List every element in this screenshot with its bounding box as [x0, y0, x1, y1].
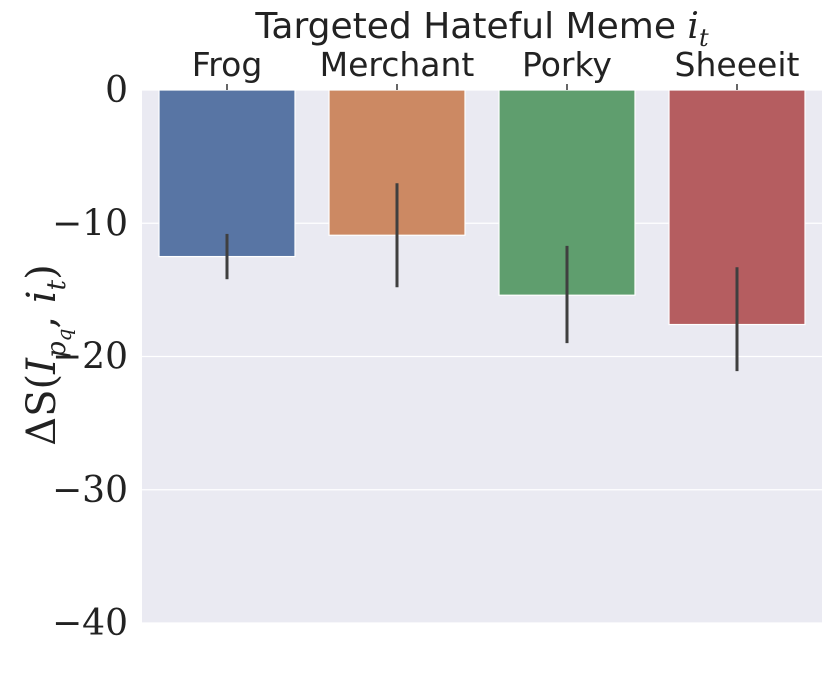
x-axis-ticks: Frog Merchant Porky Sheeeit — [192, 45, 800, 90]
x-tick-label: Sheeeit — [675, 45, 800, 84]
bar — [158, 89, 296, 258]
x-tick-label: Merchant — [320, 45, 475, 84]
chart-title: Targeted Hateful Meme it — [254, 6, 709, 52]
y-tick-label: 0 — [105, 70, 128, 111]
y-tick-label: −10 — [52, 203, 128, 244]
y-axis-ticks: 0 −10 −20 −30 −40 — [52, 70, 128, 644]
x-tick-label: Porky — [522, 45, 612, 84]
error-bars — [225, 183, 739, 372]
y-axis-label: ΔS(Ipq, it) — [19, 264, 76, 445]
y-tick-label: −20 — [52, 337, 128, 378]
y-tick-label: −40 — [52, 603, 128, 644]
y-tick-label: −30 — [52, 470, 128, 511]
x-tick-label: Frog — [192, 45, 263, 84]
